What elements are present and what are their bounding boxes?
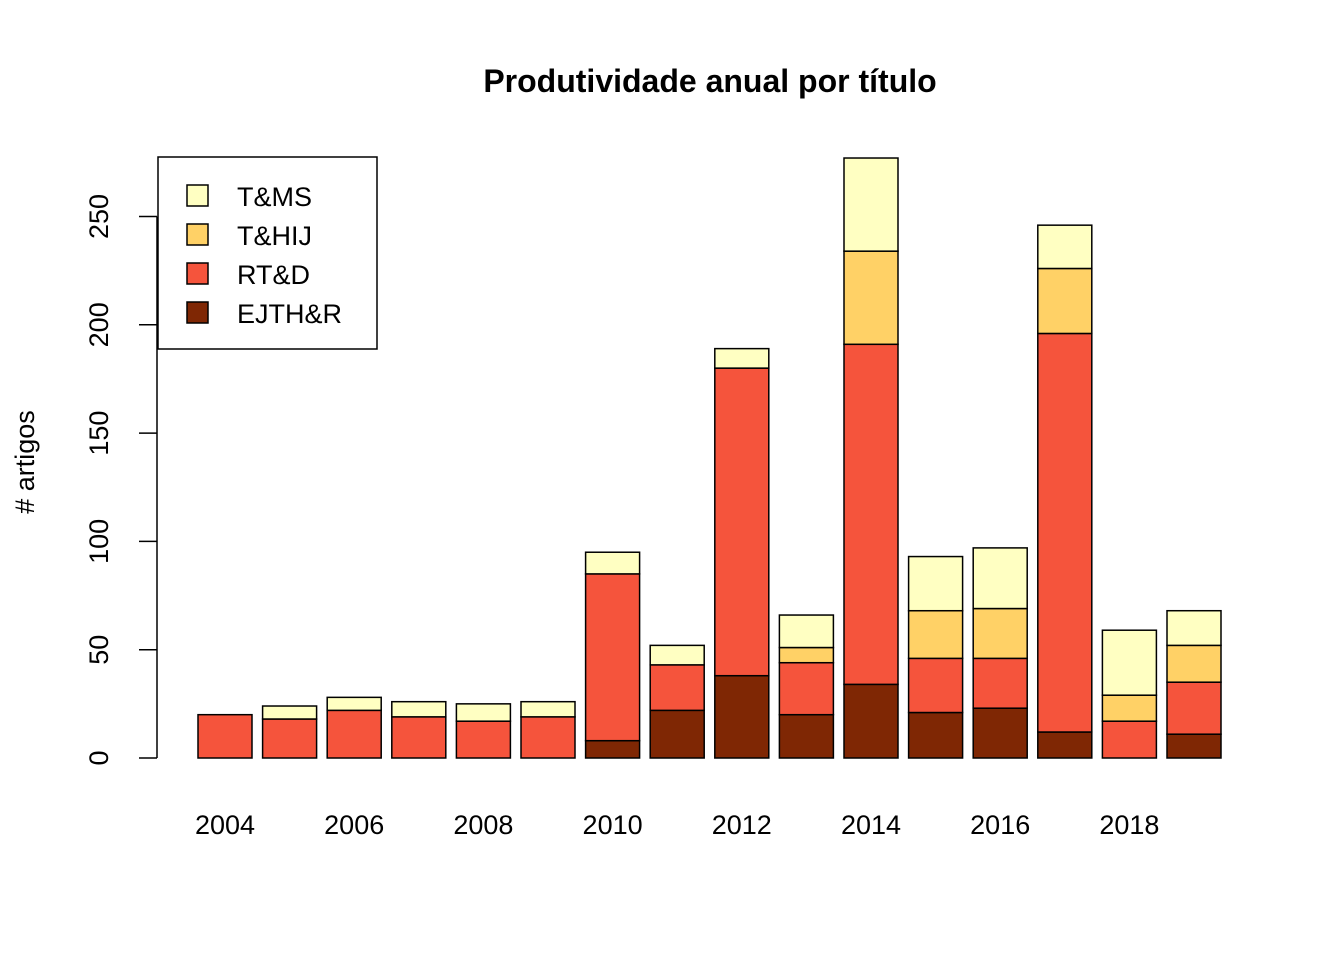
x-tick-label: 2004 xyxy=(195,810,255,840)
bar-segment: 2008 RT&D: 17 xyxy=(455,720,512,759)
x-tick-label: 2010 xyxy=(583,810,643,840)
bar-segment: 2015 T&HIJ: 22 xyxy=(907,609,964,660)
y-axis-label: # artigos xyxy=(10,410,40,514)
bar-segment: 2018 T&MS: 30 xyxy=(1101,629,1158,696)
y-tick-label: 100 xyxy=(84,519,114,564)
y-tick-label: 200 xyxy=(84,302,114,347)
legend-label: T&MS xyxy=(237,182,312,212)
x-tick-label: 2016 xyxy=(970,810,1030,840)
bar-segment: 2005 RT&D: 18 xyxy=(261,718,318,759)
legend-swatch xyxy=(186,184,209,207)
bar-segment: 2016 T&HIJ: 23 xyxy=(972,607,1028,660)
bar-segment: 2016 RT&D: 23 xyxy=(972,657,1028,709)
bar-segment: 2010 RT&D: 77 xyxy=(584,573,641,742)
bar-segment: 2012 EJTH&R: 38 xyxy=(714,674,770,759)
bar-segment: 2011 RT&D: 21 xyxy=(649,664,705,712)
bar-segment: 2011 T&MS: 9 xyxy=(649,644,705,666)
bar-segment: 2007 T&MS: 7 xyxy=(391,700,447,718)
legend-label: EJTH&R xyxy=(237,299,342,329)
x-tick-label: 2006 xyxy=(324,810,384,840)
x-axis-labels: 2004 2006 2008 2010 2012 2014 2016 2018 xyxy=(195,810,1159,840)
bar-segment: 2015 EJTH&R: 21 xyxy=(907,711,964,759)
bar-segment: 2006 T&MS: 6 xyxy=(326,696,382,712)
y-tick-label: 0 xyxy=(84,750,114,765)
x-tick-label: 2014 xyxy=(841,810,901,840)
bar-segment: 2018 RT&D: 17 xyxy=(1101,720,1158,759)
bar-segment: 2014 T&MS: 43 xyxy=(843,157,899,252)
bar-segment: 2013 RT&D: 24 xyxy=(778,661,835,716)
bar-segment: 2005 T&MS: 6 xyxy=(261,705,318,720)
legend-swatch xyxy=(186,223,209,246)
bar-segment: 2018 T&HIJ: 12 xyxy=(1101,694,1158,722)
y-tick-label: 150 xyxy=(84,411,114,456)
x-tick-label: 2012 xyxy=(712,810,772,840)
bar-segment: 2010 T&MS: 10 xyxy=(584,551,641,575)
y-tick-label: 250 xyxy=(84,194,114,239)
bar-segment: 2007 RT&D: 19 xyxy=(391,716,447,759)
bar-segment: 2013 T&MS: 15 xyxy=(778,614,835,649)
bar-segment: 2017 T&HIJ: 30 xyxy=(1037,267,1093,335)
bar-segment: 2015 T&MS: 25 xyxy=(907,555,964,612)
bar-segment: 2017 EJTH&R: 12 xyxy=(1037,731,1093,759)
legend-label: T&HIJ xyxy=(237,221,312,251)
bar-segment: 2006 RT&D: 22 xyxy=(326,709,382,759)
chart-title: Produtividade anual por título xyxy=(483,63,936,99)
bar-segment: 2012 T&MS: 9 xyxy=(714,347,770,369)
bar-segment: 2019 RT&D: 24 xyxy=(1166,681,1222,735)
bar-segment: 2014 T&HIJ: 43 xyxy=(843,250,899,346)
bar-segment: 2019 T&MS: 16 xyxy=(1166,609,1222,647)
bar-segment: 2012 RT&D: 142 xyxy=(714,367,770,677)
bar-segment: 2016 EJTH&R: 23 xyxy=(972,707,1028,759)
bar-segment: 2019 T&HIJ: 17 xyxy=(1166,644,1222,683)
bar-segment: 2004 RT&D: 20 xyxy=(197,713,253,759)
bar-segment: 2008 T&MS: 8 xyxy=(455,703,512,722)
bar-segment: 2015 RT&D: 25 xyxy=(907,657,964,714)
bar-segment: 2019 EJTH&R: 11 xyxy=(1166,733,1222,759)
bar-segment: 2017 RT&D: 184 xyxy=(1037,332,1093,733)
legend-label: RT&D xyxy=(237,260,310,290)
bar-segment: 2009 RT&D: 19 xyxy=(520,716,576,759)
bars: 2004 RT&D: 202005 RT&D: 182005 T&MS: 6 20… xyxy=(197,157,1222,759)
bar-segment: 2010 EJTH&R: 8 xyxy=(584,739,641,759)
x-tick-label: 2018 xyxy=(1099,810,1159,840)
x-tick-label: 2008 xyxy=(453,810,513,840)
bar-segment: 2014 EJTH&R: 34 xyxy=(843,683,899,759)
bar-segment: 2013 T&HIJ: 7 xyxy=(778,646,835,664)
bar-segment: 2017 T&MS: 20 xyxy=(1037,224,1093,270)
y-tick-label: 50 xyxy=(84,635,114,665)
legend: T&MS T&HIJ RT&D EJTH&R xyxy=(157,156,378,350)
bar-segment: 2016 T&MS: 28 xyxy=(972,547,1028,610)
bar-segment: 2013 EJTH&R: 20 xyxy=(778,713,835,759)
bar-segment: 2009 T&MS: 7 xyxy=(520,700,576,718)
bar-segment: 2011 EJTH&R: 22 xyxy=(649,709,705,759)
legend-swatch xyxy=(186,301,209,324)
y-axis: 0 50 100 150 200 250 xyxy=(84,194,158,766)
bar-segment: 2014 RT&D: 157 xyxy=(843,343,899,686)
legend-swatch xyxy=(186,262,209,285)
